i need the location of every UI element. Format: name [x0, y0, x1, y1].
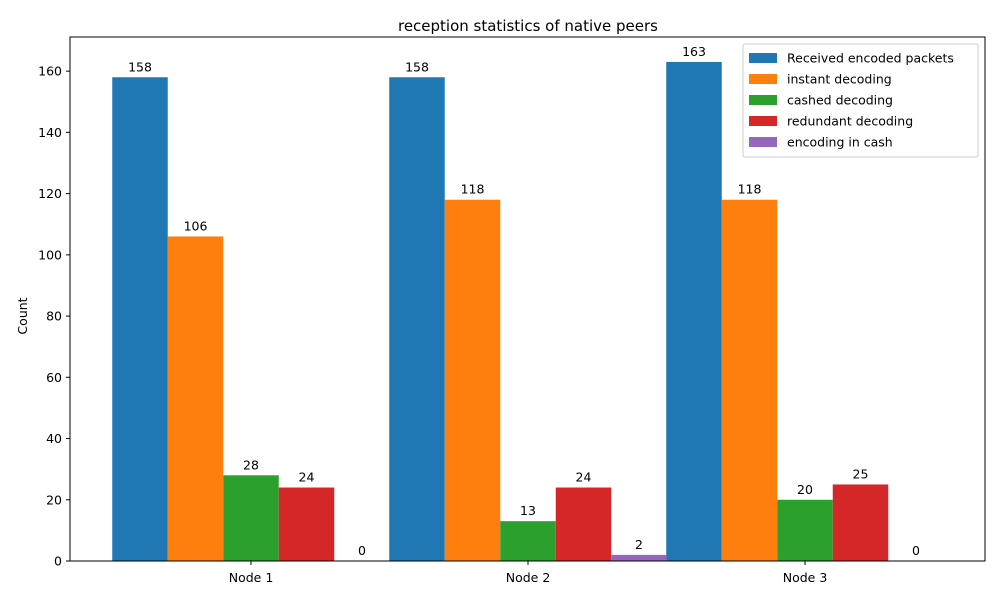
bar-value-label: 118 — [461, 182, 485, 197]
bar-value-label: 28 — [243, 457, 259, 472]
bar-value-label: 158 — [405, 59, 429, 74]
bar — [721, 199, 778, 561]
bar — [832, 484, 889, 561]
y-tick-label: 160 — [38, 64, 62, 79]
bar-value-label: 106 — [184, 218, 208, 233]
bar-value-label: 0 — [912, 543, 920, 558]
bar-value-label: 0 — [358, 543, 366, 558]
bar — [389, 77, 445, 561]
bar — [666, 61, 722, 561]
legend-swatch — [749, 137, 777, 147]
bar-value-label: 24 — [576, 470, 592, 485]
legend-swatch — [749, 74, 777, 84]
y-axis-label: Count — [15, 297, 30, 334]
legend-label: instant decoding — [787, 72, 892, 87]
bar — [611, 554, 667, 561]
plot-frame — [69, 36, 986, 562]
y-tick-label: 0 — [54, 554, 62, 569]
x-tick-label: Node 3 — [783, 570, 828, 585]
y-tick-label: 140 — [38, 125, 62, 140]
legend: Received encoded packets instant decoding… — [742, 43, 979, 158]
bar — [555, 487, 612, 561]
bar-value-label: 163 — [682, 44, 706, 59]
bar-value-label: 13 — [520, 503, 536, 518]
bar — [278, 487, 335, 561]
legend-label: encoding in cash — [787, 135, 893, 150]
legend-label: redundant decoding — [787, 114, 913, 129]
legend-swatch — [749, 116, 777, 126]
bar-value-label: 20 — [797, 482, 813, 497]
legend-swatch — [749, 53, 777, 63]
x-axis: Node 1 Node 2 Node 3 — [229, 561, 828, 585]
bar-value-label: 25 — [853, 466, 869, 481]
bar — [223, 475, 279, 561]
y-tick-label: 100 — [38, 247, 62, 262]
bar — [167, 236, 224, 561]
bar-value-label: 158 — [128, 59, 152, 74]
y-tick-label: 120 — [38, 186, 62, 201]
y-tick-label: 60 — [46, 370, 62, 385]
bar-value-label: 24 — [299, 470, 315, 485]
y-axis: 0 20 40 60 80 100 120 140 160 — [38, 64, 70, 569]
x-tick-label: Node 2 — [506, 570, 551, 585]
chart-title: reception statistics of native peers — [398, 17, 658, 35]
legend-label: cashed decoding — [787, 93, 893, 108]
bar-value-label: 2 — [635, 537, 643, 552]
bar — [444, 199, 501, 561]
y-tick-label: 20 — [46, 492, 62, 507]
legend-label: Received encoded packets — [787, 51, 954, 66]
bar — [500, 521, 556, 561]
bars-group — [112, 61, 889, 561]
y-tick-label: 40 — [46, 431, 62, 446]
bar-value-label: 118 — [738, 182, 762, 197]
y-tick-label: 80 — [46, 309, 62, 324]
legend-box — [742, 43, 979, 158]
x-tick-label: Node 1 — [229, 570, 274, 585]
legend-swatch — [749, 95, 777, 105]
bar — [112, 77, 168, 561]
bar — [777, 499, 833, 561]
